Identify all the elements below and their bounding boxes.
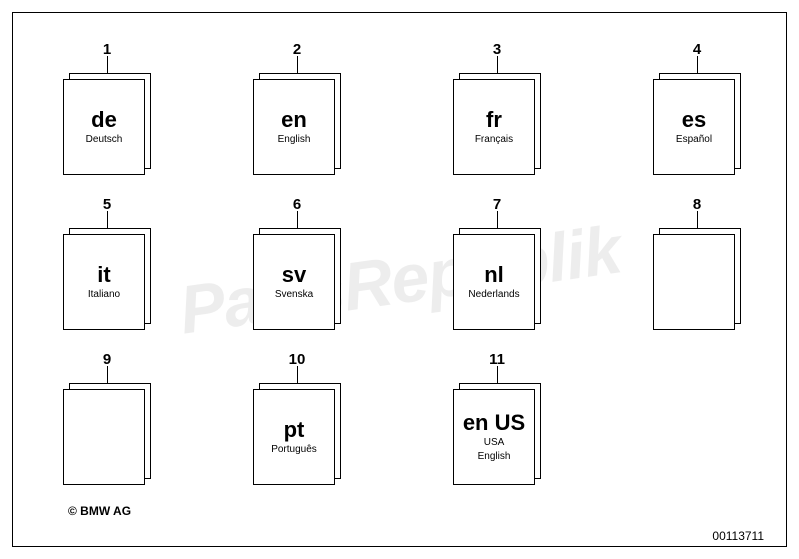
language-card: 3frFrançais	[453, 73, 541, 175]
card-pages: it Italiano	[63, 228, 151, 330]
page-front: en English	[253, 79, 335, 175]
page-front: it Italiano	[63, 234, 145, 330]
language-name: Português	[271, 444, 317, 455]
page-front	[653, 234, 735, 330]
language-card: 11en USUSAEnglish	[453, 383, 541, 485]
diagram-frame: PartsRepublik 1deDeutsch2enEnglish3frFra…	[12, 12, 787, 547]
reference-line	[497, 366, 498, 383]
language-code: sv	[282, 264, 306, 286]
language-code: en	[281, 109, 307, 131]
card-pages: en US USA English	[453, 383, 541, 485]
reference-line	[107, 211, 108, 228]
language-name-2: English	[478, 451, 511, 462]
reference-line	[697, 211, 698, 228]
language-card: 1deDeutsch	[63, 73, 151, 175]
card-pages	[653, 228, 741, 330]
language-card: 7nlNederlands	[453, 228, 541, 330]
page-front: en US USA English	[453, 389, 535, 485]
language-code: en US	[463, 412, 525, 434]
reference-line	[297, 56, 298, 73]
language-name: English	[278, 134, 311, 145]
language-code: es	[682, 109, 706, 131]
language-name: Nederlands	[468, 289, 519, 300]
reference-line	[107, 366, 108, 383]
page-front	[63, 389, 145, 485]
language-card: 5itItaliano	[63, 228, 151, 330]
language-code: nl	[484, 264, 504, 286]
card-pages: es Español	[653, 73, 741, 175]
card-pages: pt Português	[253, 383, 341, 485]
card-pages: sv Svenska	[253, 228, 341, 330]
language-name: Italiano	[88, 289, 120, 300]
page-front: nl Nederlands	[453, 234, 535, 330]
language-card: 4esEspañol	[653, 73, 741, 175]
reference-line	[497, 211, 498, 228]
language-card: 8	[653, 228, 741, 330]
card-pages: en English	[253, 73, 341, 175]
page-front: es Español	[653, 79, 735, 175]
reference-line	[297, 366, 298, 383]
language-code: it	[97, 264, 110, 286]
language-name: Deutsch	[86, 134, 123, 145]
language-code: de	[91, 109, 117, 131]
page-front: de Deutsch	[63, 79, 145, 175]
language-card: 9	[63, 383, 151, 485]
card-pages: fr Français	[453, 73, 541, 175]
language-card: 6svSvenska	[253, 228, 341, 330]
reference-line	[107, 56, 108, 73]
page-front: sv Svenska	[253, 234, 335, 330]
reference-line	[697, 56, 698, 73]
reference-line	[497, 56, 498, 73]
document-number: 00113711	[712, 529, 764, 543]
copyright-text: © BMW AG	[68, 504, 131, 518]
page-front: fr Français	[453, 79, 535, 175]
language-card: 2enEnglish	[253, 73, 341, 175]
language-code: pt	[284, 419, 305, 441]
card-pages	[63, 383, 151, 485]
card-pages: de Deutsch	[63, 73, 151, 175]
language-code: fr	[486, 109, 502, 131]
language-name: Svenska	[275, 289, 313, 300]
language-name: Español	[676, 134, 712, 145]
card-pages: nl Nederlands	[453, 228, 541, 330]
reference-line	[297, 211, 298, 228]
language-name: USA	[484, 437, 505, 448]
page-front: pt Português	[253, 389, 335, 485]
language-name: Français	[475, 134, 513, 145]
watermark-text: PartsRepublik	[174, 210, 625, 349]
language-card: 10ptPortuguês	[253, 383, 341, 485]
